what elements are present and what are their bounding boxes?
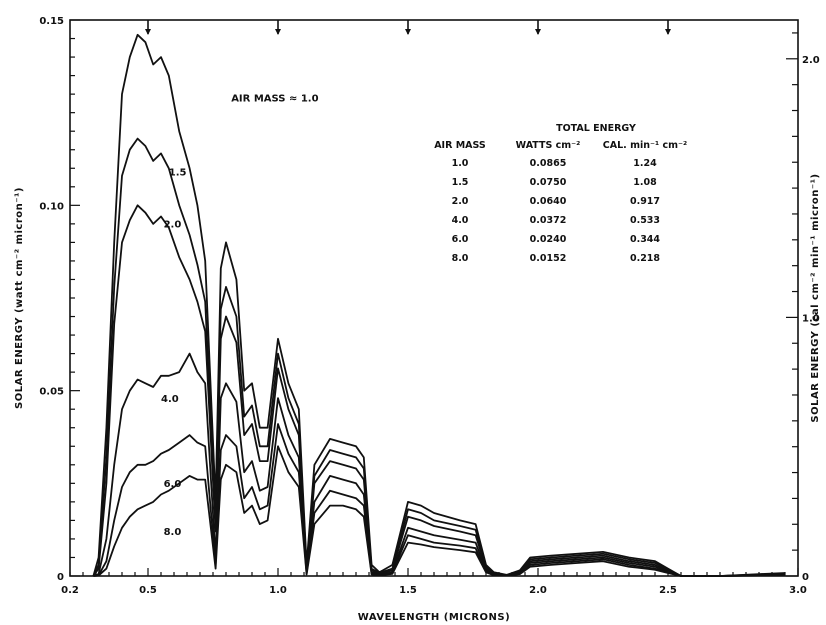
series-label: 8.0 xyxy=(164,527,182,538)
y-tick-label: 0.10 xyxy=(39,201,64,212)
table-rows: 1.0 0.0865 1.24 1.5 0.0750 1.08 2.0 0.0640 0.917… xyxy=(452,158,661,264)
axis-tick-labels: 0.2 0.5 1.0 1.5 2.0 2.5 3.0 0 0.05 0.10 0.15 0 1.0 2.… xyxy=(39,16,819,596)
y-tick-label: 0.05 xyxy=(39,387,64,398)
table-cell: 0.917 xyxy=(630,196,660,207)
x-tick-label: 0.2 xyxy=(61,585,79,596)
series-curve-1 xyxy=(92,137,786,577)
x-top-arrow xyxy=(665,29,671,35)
table-cell: 0.0240 xyxy=(530,234,567,245)
plot-frame xyxy=(69,19,799,577)
table-cell: 6.0 xyxy=(452,234,469,245)
y-axis-title-right: SOLAR ENERGY (cal cm⁻² min⁻¹ micron⁻¹) xyxy=(810,173,821,422)
series-label: 6.0 xyxy=(164,479,182,490)
series-labels: AIR MASS ≈ 1.0 1.5 2.0 4.0 6.0 8.0 xyxy=(161,94,319,539)
x-top-arrow xyxy=(405,29,411,35)
y-right-tick-label: 1.0 xyxy=(802,313,820,324)
y-axis-title-left: SOLAR ENERGY (watt cm⁻² micron⁻¹) xyxy=(14,187,25,409)
table-cell: 1.24 xyxy=(633,158,657,169)
table-cell: 4.0 xyxy=(452,215,469,226)
x-axis-title: WAVELENGTH (MICRONS) xyxy=(358,612,510,623)
table-cell: 1.0 xyxy=(452,158,469,169)
series-label: 1.5 xyxy=(169,168,187,179)
x-tick-label: 0.5 xyxy=(139,585,157,596)
table-cell: 0.344 xyxy=(630,234,660,245)
table-cell: 0.0640 xyxy=(530,196,567,207)
series-curve-2 xyxy=(92,204,786,577)
table-cell: 0.0865 xyxy=(530,158,567,169)
table-cell: 0.0750 xyxy=(530,177,567,188)
x-tick-label: 2.0 xyxy=(529,585,547,596)
series-curve-4 xyxy=(93,423,786,577)
y-tick-label: 0 xyxy=(57,572,64,583)
y-tick-label: 0.15 xyxy=(39,16,64,27)
x-tick-label: 3.0 xyxy=(789,585,807,596)
series-label: AIR MASS ≈ 1.0 xyxy=(231,94,318,105)
table-cell: 1.5 xyxy=(452,177,469,188)
series-curves xyxy=(92,33,786,577)
table-cell: 0.533 xyxy=(630,215,660,226)
series-label: 4.0 xyxy=(161,394,179,405)
table-col-watts: WATTS cm⁻² xyxy=(516,140,581,151)
total-energy-table: TOTAL ENERGY AIR MASS WATTS cm⁻² CAL. mi… xyxy=(434,123,687,264)
series-curve-0 xyxy=(92,33,786,577)
series-curve-5 xyxy=(93,445,786,577)
axis-ticks xyxy=(69,19,799,577)
table-header-group: TOTAL ENERGY xyxy=(556,123,636,134)
table-cell: 2.0 xyxy=(452,196,469,207)
x-top-arrow xyxy=(275,29,281,35)
table-col-air-mass: AIR MASS xyxy=(434,140,486,151)
x-tick-label: 1.5 xyxy=(399,585,417,596)
table-cell: 8.0 xyxy=(452,253,469,264)
y-right-tick-label: 2.0 xyxy=(802,55,820,66)
table-cell: 0.0372 xyxy=(530,215,567,226)
series-label: 2.0 xyxy=(164,220,182,231)
x-tick-label: 1.0 xyxy=(269,585,287,596)
x-top-arrow xyxy=(535,29,541,35)
table-cell: 0.218 xyxy=(630,253,660,264)
table-cell: 0.0152 xyxy=(530,253,567,264)
x-top-arrow xyxy=(145,29,151,35)
series-curve-3 xyxy=(93,352,786,577)
table-col-cal: CAL. min⁻¹ cm⁻² xyxy=(603,140,687,151)
x-tick-label: 2.5 xyxy=(659,585,677,596)
table-cell: 1.08 xyxy=(633,177,657,188)
y-right-tick-label: 0 xyxy=(802,572,809,583)
